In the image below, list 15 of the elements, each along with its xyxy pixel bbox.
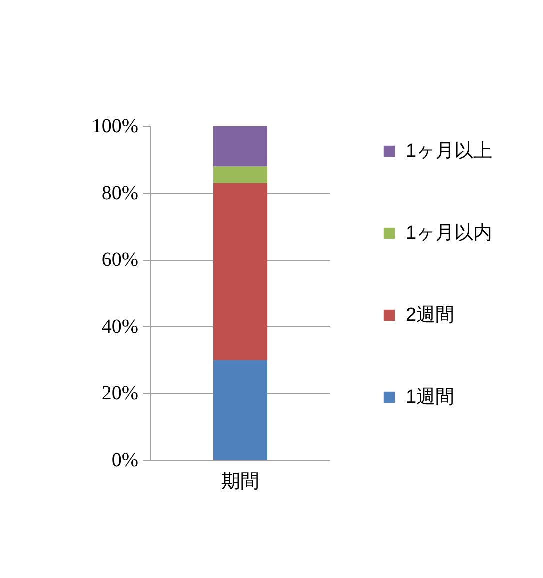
bar: [214, 183, 268, 360]
legend-label: 1週間: [406, 386, 455, 410]
bar: [214, 126, 268, 167]
y-tick-label: 60%: [102, 249, 139, 272]
legend-label: 1ヶ月以上: [406, 140, 493, 164]
legend-label: 1ヶ月以内: [406, 222, 493, 246]
legend-label: 2週間: [406, 304, 455, 328]
y-tick-label: 80%: [102, 182, 139, 204]
y-tick-label: 0%: [112, 450, 139, 472]
x-tick-label: 期間: [222, 472, 260, 492]
y-tick-label: 20%: [102, 382, 139, 405]
y-tick-label: 100%: [92, 116, 139, 138]
y-tick-label: 40%: [102, 316, 139, 338]
bar: [214, 360, 268, 460]
bar: [214, 166, 268, 184]
